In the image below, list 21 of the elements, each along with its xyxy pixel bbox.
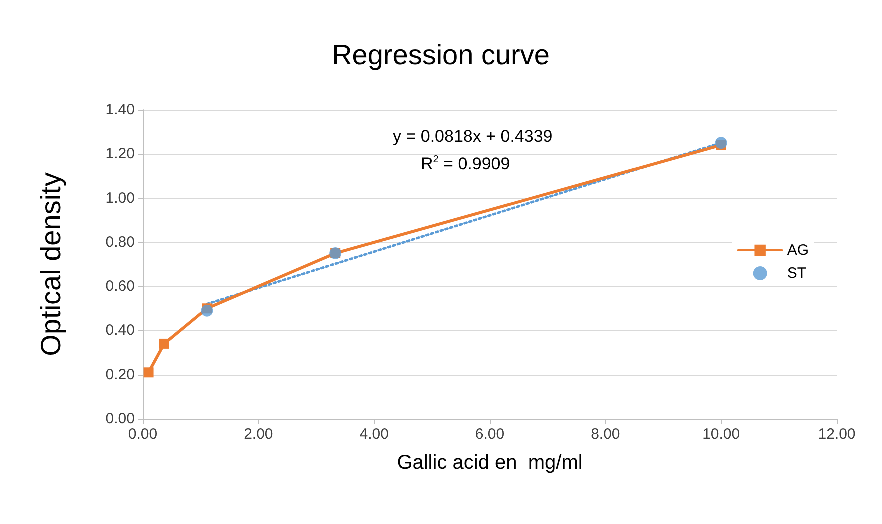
y-tick-label: 1.20 [106,146,135,163]
y-tick-label: 0.00 [106,410,135,428]
x-tick-label: 12.00 [818,426,856,443]
annotation: y = 0.0818x + 0.4339 [393,127,553,146]
y-axis-title: Optical density [36,172,66,356]
y-tick-label: 1.40 [106,102,135,118]
chart-title: Regression curve [332,40,550,70]
y-tick-label: 0.40 [106,322,135,340]
y-tick-label: 0.60 [106,278,135,296]
legend-label: AG [787,242,810,259]
x-tick-label: 2.00 [244,426,274,443]
y-tick-label: 0.20 [106,366,135,384]
x-tick-label: 0.00 [128,426,158,443]
x-tick-label: 8.00 [591,426,620,443]
x-axis-title: Gallic acid en mg/ml [397,452,583,474]
x-tick-label: 4.00 [360,426,389,443]
y-tick-label: 1.00 [106,190,135,207]
legend-label: ST [787,265,806,282]
x-tick-label: 10.00 [702,426,740,443]
y-tick-label: 0.80 [106,234,135,251]
x-tick-label: 6.00 [475,426,505,443]
